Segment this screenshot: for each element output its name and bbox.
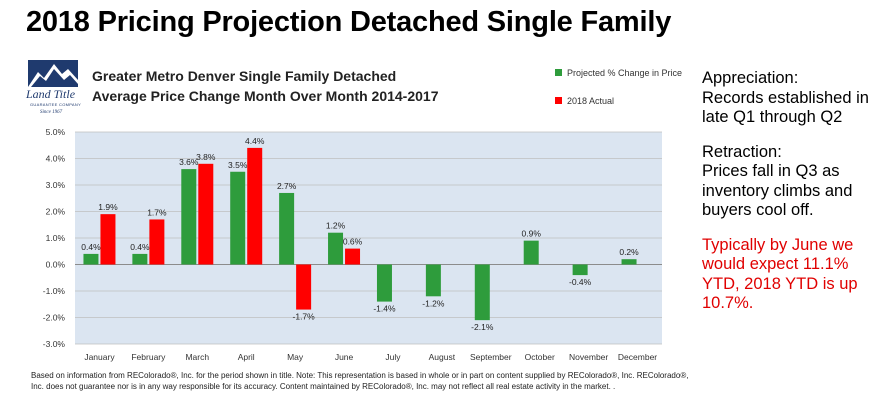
data-label: 0.4% xyxy=(81,242,101,252)
legend-label-actual: 2018 Actual xyxy=(567,96,615,106)
bar-chart: -3.0% -2.0% -1.0% 0.0% 1.0% 2.0% 3.0% 4.0% 5.0% J… xyxy=(43,127,662,362)
bar-actual xyxy=(247,147,263,265)
bar-projected xyxy=(279,192,295,265)
x-tick-label: January xyxy=(84,352,115,362)
legend-swatch-projected xyxy=(555,69,562,76)
data-label: -1.2% xyxy=(422,298,445,308)
chart-title: Greater Metro Denver Single Family Detac… xyxy=(92,66,438,106)
ytd-callout: Typically by June we would expect 11.1% … xyxy=(702,235,858,313)
x-tick-label: June xyxy=(335,352,354,362)
chart-title-line-1: Greater Metro Denver Single Family Detac… xyxy=(92,68,397,84)
footnote: Based on information from REColorado®, I… xyxy=(31,371,689,391)
bar-projected xyxy=(83,253,99,265)
data-label: 0.9% xyxy=(522,229,542,239)
x-tick-label: February xyxy=(131,352,166,362)
bar-projected xyxy=(230,171,246,265)
y-tick-label: -3.0% xyxy=(43,339,66,349)
land-title-logo: Land Title GUARANTEE COMPANY Since 1967 xyxy=(26,60,82,118)
bar-actual xyxy=(100,214,116,265)
x-tick-label: October xyxy=(525,352,555,362)
data-label: 2.7% xyxy=(277,181,297,191)
legend-item-projected: Projected % Change in Price xyxy=(555,68,682,78)
appreciation-heading: Appreciation: xyxy=(702,69,799,87)
y-tick-label: 0.0% xyxy=(46,260,66,270)
y-tick-label: 2.0% xyxy=(46,207,66,217)
x-tick-label: March xyxy=(185,352,209,362)
x-tick-label: April xyxy=(238,352,255,362)
data-label: 1.9% xyxy=(98,202,118,212)
bar-actual xyxy=(296,264,312,310)
data-label: -1.7% xyxy=(293,312,316,322)
legend-swatch-actual xyxy=(555,97,562,104)
side-notes: Appreciation: Records established in lat… xyxy=(702,69,877,329)
y-tick-label: 5.0% xyxy=(46,127,66,137)
data-label: 1.2% xyxy=(326,221,346,231)
data-label: 3.8% xyxy=(196,152,216,162)
slide-title: 2018 Pricing Projection Detached Single … xyxy=(26,6,672,38)
data-label: -1.4% xyxy=(373,304,396,314)
bar-projected xyxy=(523,240,539,265)
data-label: 3.6% xyxy=(179,157,199,167)
data-label: 0.4% xyxy=(130,242,150,252)
legend-item-actual: 2018 Actual xyxy=(555,96,614,106)
x-tick-label: July xyxy=(385,352,401,362)
appreciation-text: Records established in late Q1 through Q… xyxy=(702,88,869,127)
bar-projected xyxy=(181,169,197,265)
bar-projected xyxy=(621,259,637,265)
bar-projected xyxy=(376,264,392,302)
data-label: 0.2% xyxy=(619,247,639,257)
x-tick-label: November xyxy=(569,352,608,362)
x-tick-label: May xyxy=(287,352,304,362)
y-tick-label: -1.0% xyxy=(43,286,66,296)
data-label: 1.7% xyxy=(147,207,167,217)
retraction-note: Retraction: Prices fall in Q3 as invento… xyxy=(702,143,877,221)
data-label: -2.1% xyxy=(471,322,494,332)
bar-projected xyxy=(328,232,344,265)
y-tick-label: 3.0% xyxy=(46,180,66,190)
data-label: 3.5% xyxy=(228,160,248,170)
bar-projected xyxy=(474,264,490,321)
logo-since: Since 1967 xyxy=(40,110,63,115)
bar-projected xyxy=(425,264,441,297)
x-tick-label: August xyxy=(429,352,456,362)
bar-projected xyxy=(572,264,588,276)
mountain-logo-icon xyxy=(28,60,78,87)
data-label: 4.4% xyxy=(245,136,265,146)
y-tick-label: 4.0% xyxy=(46,154,66,164)
x-tick-label: September xyxy=(470,352,512,362)
data-label: 0.6% xyxy=(343,237,363,247)
bar-actual xyxy=(149,219,165,265)
bar-projected xyxy=(132,253,148,265)
legend-label-projected: Projected % Change in Price xyxy=(567,68,683,78)
chart-title-line-2: Average Price Change Month Over Month 20… xyxy=(92,88,439,104)
y-tick-label: 1.0% xyxy=(46,233,66,243)
y-tick-label: -2.0% xyxy=(43,313,66,323)
bar-actual xyxy=(345,248,361,265)
data-label: -0.4% xyxy=(569,277,592,287)
retraction-heading: Retraction: xyxy=(702,142,782,161)
bar-actual xyxy=(198,163,214,265)
appreciation-note: Appreciation: Records established in lat… xyxy=(702,69,877,128)
logo-subtitle: GUARANTEE COMPANY xyxy=(30,102,82,107)
logo-name: Land Title xyxy=(26,87,76,101)
x-tick-label: December xyxy=(618,352,657,362)
retraction-text: Prices fall in Q3 as inventory climbs an… xyxy=(702,162,853,219)
